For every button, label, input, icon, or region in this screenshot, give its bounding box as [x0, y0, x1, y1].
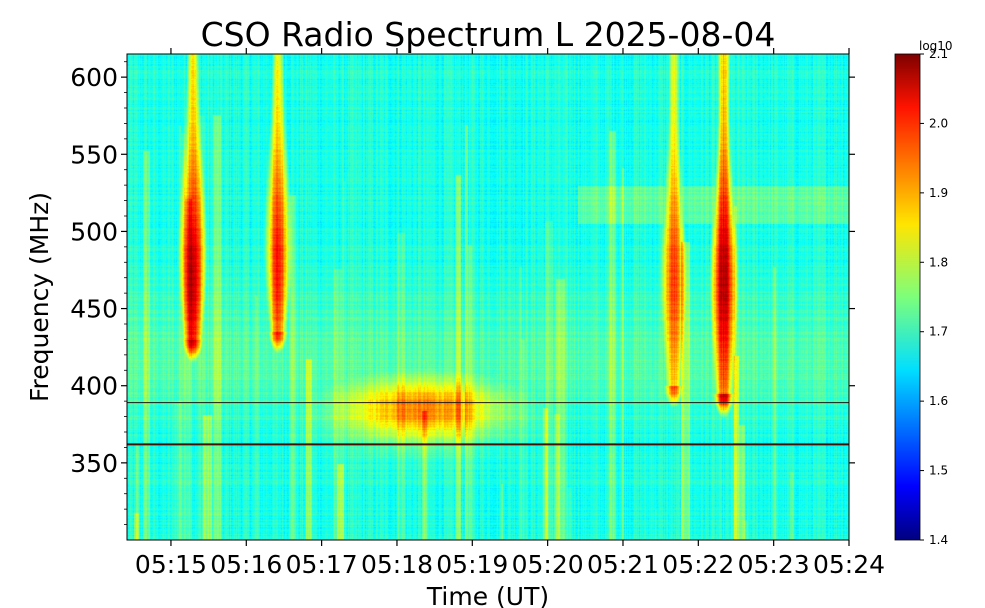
x-tick-label-9: 05:24 [813, 550, 885, 579]
chart-title: CSO Radio Spectrum L 2025-08-04 [201, 15, 776, 54]
y-tick-label-5: 600 [70, 63, 118, 92]
x-tick-label-1: 05:16 [210, 550, 282, 579]
x-tick-label-2: 05:17 [286, 550, 358, 579]
colorbar-ticks: 1.4 1.5 1.6 1.7 1.8 1.9 2.0 2.1 [920, 47, 948, 547]
colorbar-tick-label-0: 1.4 [929, 533, 948, 547]
x-tick-label-0: 05:15 [135, 550, 207, 579]
y-tick-label-1: 400 [70, 372, 118, 401]
x-tick-label-6: 05:21 [587, 550, 659, 579]
colorbar [894, 53, 921, 541]
y-tick-label-3: 500 [70, 217, 118, 246]
colorbar-tick-label-3: 1.7 [929, 325, 948, 339]
y-tick-label-0: 350 [70, 449, 118, 478]
spectrum-heatmap [127, 54, 849, 540]
colorbar-tick-label-5: 1.9 [929, 186, 948, 200]
horizontal-lines [127, 402, 849, 446]
x-tick-label-7: 05:22 [662, 550, 734, 579]
y-tick-label-4: 550 [70, 140, 118, 169]
x-tick-label-4: 05:19 [436, 550, 508, 579]
colorbar-label: log10 [919, 39, 953, 53]
x-axis: 05:15 05:16 05:17 05:18 05:19 05:20 05:21 05:22… [135, 48, 885, 579]
y-axis-label: Frequency (MHz) [25, 192, 54, 402]
x-axis-label: Time (UT) [426, 582, 549, 608]
colorbar-tick-label-7: 2.1 [929, 47, 948, 61]
colorbar-tick-label-4: 1.8 [929, 255, 948, 269]
y-tick-label-2: 450 [70, 295, 118, 324]
x-tick-label-8: 05:23 [738, 550, 810, 579]
plot-frame [126, 53, 850, 541]
y-axis: 350 400 450 500 550 600 [70, 61, 855, 525]
x-tick-label-3: 05:18 [361, 550, 433, 579]
colorbar-tick-label-1: 1.5 [929, 464, 948, 478]
colorbar-tick-label-2: 1.6 [929, 394, 948, 408]
colorbar-tick-label-6: 2.0 [929, 116, 948, 130]
x-tick-label-5: 05:20 [512, 550, 584, 579]
